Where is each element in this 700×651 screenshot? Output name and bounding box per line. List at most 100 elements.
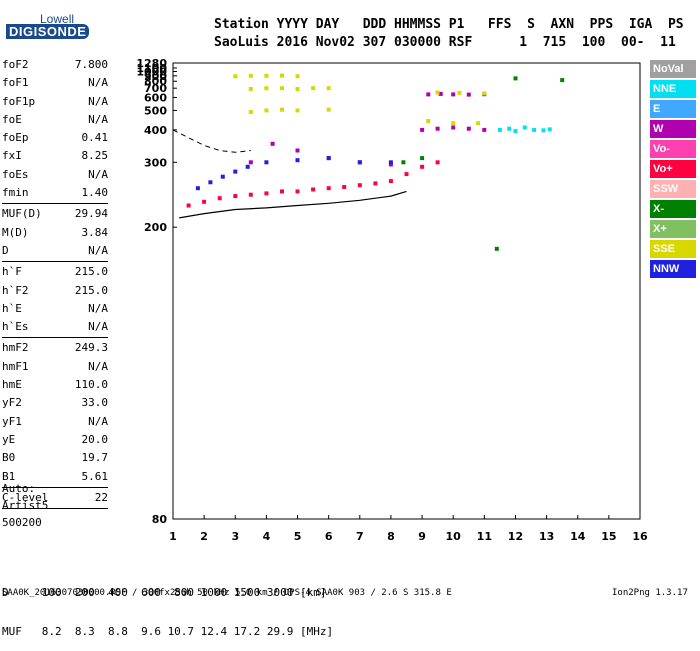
param-value: 3.84 bbox=[81, 225, 109, 239]
param-row: M(D) 3.84 bbox=[2, 224, 108, 242]
param-value: 22 bbox=[94, 490, 108, 504]
data-point bbox=[420, 156, 425, 161]
data-point bbox=[208, 180, 213, 185]
legend-item: Vo- bbox=[650, 140, 696, 158]
legend-item: W bbox=[650, 120, 696, 138]
param-value: N/A bbox=[88, 76, 108, 90]
param-name: yE bbox=[2, 432, 16, 446]
param-value: 33.0 bbox=[81, 396, 109, 410]
y-tick-label: 1280 bbox=[136, 57, 167, 70]
data-point bbox=[435, 90, 440, 95]
x-tick-label: 5 bbox=[294, 530, 302, 543]
data-point bbox=[404, 172, 409, 177]
legend-item: E bbox=[650, 100, 696, 118]
param-name: hmF2 bbox=[2, 341, 29, 355]
data-point bbox=[280, 86, 284, 91]
x-tick-label: 16 bbox=[632, 530, 648, 543]
data-point bbox=[248, 192, 253, 197]
y-tick-label: 900 bbox=[144, 70, 167, 83]
param-separator bbox=[2, 337, 108, 339]
data-point bbox=[264, 160, 269, 165]
param-value: 215.0 bbox=[74, 265, 108, 279]
color-legend: NoVal NNE E W Vo- Vo+ SSW X- X+ SSE NNW bbox=[650, 60, 696, 280]
data-point bbox=[295, 87, 300, 91]
param-row: fxI 8.25 bbox=[2, 147, 108, 165]
logo-top-text: Lowell bbox=[40, 12, 75, 26]
x-tick-label: 8 bbox=[387, 530, 395, 543]
x-tick-label: 1 bbox=[169, 530, 177, 543]
param-row: yF1 N/A bbox=[2, 413, 108, 431]
param-value: N/A bbox=[88, 94, 108, 108]
data-point bbox=[248, 87, 253, 91]
y-tick-label: 500 bbox=[144, 104, 167, 117]
param-name: foEp bbox=[2, 131, 29, 145]
data-point bbox=[532, 127, 537, 132]
param-separator bbox=[2, 261, 108, 263]
param-name: D bbox=[2, 243, 9, 257]
ionogram-chart: 1 2 3 4 5 6 7 8 9 10 11 12 13 14 15 1680200300400500600… bbox=[136, 57, 648, 543]
data-point bbox=[270, 141, 275, 146]
y-tick-label: 800 bbox=[144, 75, 167, 88]
param-row: C-level 22 bbox=[2, 489, 108, 507]
artist-version: Artist5 bbox=[2, 499, 49, 512]
data-point bbox=[420, 164, 425, 169]
data-point bbox=[195, 186, 200, 191]
y-tick-label: 1100 bbox=[136, 62, 167, 75]
y-tick-label: 80 bbox=[152, 513, 168, 526]
data-point bbox=[541, 128, 546, 133]
x-tick-label: 2 bbox=[200, 530, 208, 543]
distance-row: D 100 200 400 600 800 1000 1500 3000 [km… bbox=[2, 586, 327, 599]
data-point bbox=[507, 126, 512, 131]
data-point bbox=[248, 160, 253, 165]
tick-labels: 1 2 3 4 5 6 7 8 9 10 11 12 13 14 15 1680200300400500600… bbox=[136, 57, 648, 543]
param-name: h`F bbox=[2, 265, 22, 279]
param-row: fmin 1.40 bbox=[2, 184, 108, 202]
data-point bbox=[295, 158, 300, 163]
param-value: 0.41 bbox=[81, 131, 109, 145]
param-row: hmE 110.0 bbox=[2, 376, 108, 394]
data-point bbox=[264, 73, 269, 78]
data-points bbox=[186, 73, 565, 251]
data-point bbox=[326, 186, 331, 191]
data-point bbox=[280, 73, 284, 78]
data-point bbox=[186, 203, 191, 208]
reference-curve bbox=[179, 190, 407, 219]
data-point bbox=[295, 108, 300, 113]
data-point bbox=[217, 196, 222, 201]
digisonde-logo: DIGISONDE bbox=[6, 24, 90, 39]
data-point bbox=[420, 127, 425, 132]
param-name: B0 bbox=[2, 451, 16, 465]
data-point bbox=[482, 91, 487, 96]
param-row: foF2 7.800 bbox=[2, 56, 108, 74]
param-value: 29.94 bbox=[74, 207, 108, 221]
grid bbox=[172, 62, 641, 520]
param-row: foEs N/A bbox=[2, 166, 108, 184]
data-point bbox=[482, 127, 487, 132]
data-point bbox=[513, 76, 518, 81]
data-point bbox=[233, 169, 238, 174]
data-point bbox=[451, 125, 456, 130]
param-name: foE bbox=[2, 112, 22, 126]
data-point bbox=[326, 86, 331, 91]
data-point bbox=[388, 179, 393, 184]
param-value: 1.40 bbox=[81, 186, 109, 200]
legend-item: NNE bbox=[650, 80, 696, 98]
x-tick-label: 14 bbox=[570, 530, 586, 543]
y-tick-label: 700 bbox=[144, 82, 167, 95]
data-point bbox=[280, 189, 284, 194]
data-point bbox=[476, 121, 481, 126]
param-value: 215.0 bbox=[74, 283, 108, 297]
data-point bbox=[311, 187, 316, 192]
data-point bbox=[426, 119, 431, 123]
param-row: yE 20.0 bbox=[2, 431, 108, 449]
data-point bbox=[342, 185, 347, 189]
param-name: fmin bbox=[2, 186, 29, 200]
data-point bbox=[435, 160, 440, 165]
param-name: h`F2 bbox=[2, 283, 29, 297]
param-name: foF1 bbox=[2, 76, 29, 90]
param-value: N/A bbox=[88, 112, 108, 126]
auto-label: Auto: bbox=[2, 482, 36, 495]
x-tick-label: 9 bbox=[418, 530, 426, 543]
param-name: h`E bbox=[2, 301, 22, 315]
plot-frame bbox=[172, 62, 641, 520]
